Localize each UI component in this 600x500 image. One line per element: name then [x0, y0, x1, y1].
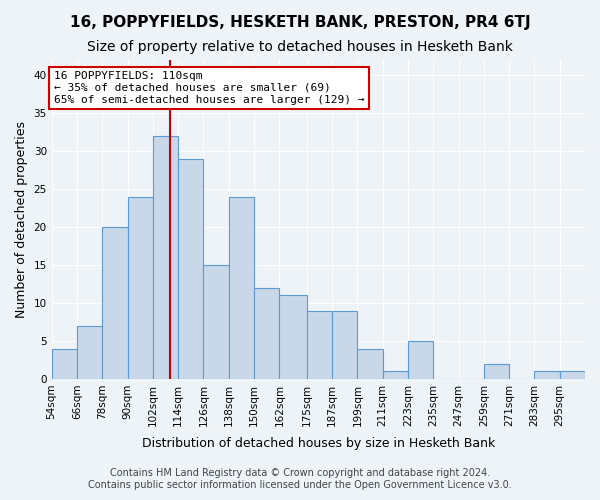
Bar — [254, 288, 280, 379]
Bar — [52, 348, 77, 379]
Bar — [203, 265, 229, 379]
Bar — [358, 348, 383, 379]
Text: Size of property relative to detached houses in Hesketh Bank: Size of property relative to detached ho… — [87, 40, 513, 54]
Bar — [102, 227, 128, 379]
Bar — [77, 326, 102, 379]
Bar — [307, 310, 332, 379]
Bar — [332, 310, 358, 379]
Bar — [383, 372, 408, 379]
Text: 16, POPPYFIELDS, HESKETH BANK, PRESTON, PR4 6TJ: 16, POPPYFIELDS, HESKETH BANK, PRESTON, … — [70, 15, 530, 30]
Y-axis label: Number of detached properties: Number of detached properties — [15, 121, 28, 318]
Bar — [280, 296, 307, 379]
X-axis label: Distribution of detached houses by size in Hesketh Bank: Distribution of detached houses by size … — [142, 437, 495, 450]
Bar — [408, 341, 433, 379]
Text: 16 POPPYFIELDS: 110sqm
← 35% of detached houses are smaller (69)
65% of semi-det: 16 POPPYFIELDS: 110sqm ← 35% of detached… — [54, 72, 364, 104]
Bar — [128, 196, 153, 379]
Bar — [178, 158, 203, 379]
Bar — [535, 372, 560, 379]
Bar — [560, 372, 585, 379]
Bar — [229, 196, 254, 379]
Bar — [153, 136, 178, 379]
Text: Contains HM Land Registry data © Crown copyright and database right 2024.
Contai: Contains HM Land Registry data © Crown c… — [88, 468, 512, 490]
Bar — [484, 364, 509, 379]
